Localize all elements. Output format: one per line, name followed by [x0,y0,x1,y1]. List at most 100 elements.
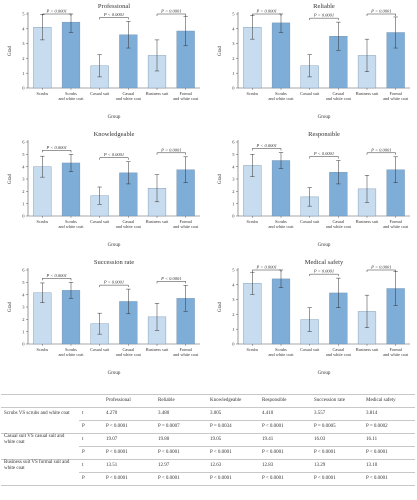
table-cell: P [79,420,103,434]
y-tick-label: 1 [232,71,234,76]
y-axis-label: Grad [218,174,223,184]
x-tick-label: Scrubs [65,91,77,96]
y-tick-label: 0 [232,342,235,347]
table-cell: t [79,407,103,421]
x-tick-label: Casual [332,347,345,352]
y-tick-label: 6 [22,140,25,145]
table-header-cell: Reliable [155,394,207,408]
y-tick-label: 1 [22,201,24,206]
table-header-cell: Succession rate [311,394,363,408]
p-value-label: P < 0.0001 [370,9,391,14]
y-tick-label: 5 [232,268,235,273]
p-value-label: P < 0.0001 [45,273,66,278]
y-tick-label: 4 [232,282,235,287]
y-tick-label: 1 [22,329,24,334]
x-tick-label: Formal [389,91,402,96]
table-cell: P < 0.0001 [259,472,311,486]
y-tick-label: 2 [22,56,24,61]
y-tick-label: 2 [232,189,234,194]
table-cell: 13.10 [363,459,415,473]
bar [271,160,291,217]
y-tick-label: 4 [232,26,235,31]
y-tick-label: 0 [232,214,235,219]
table-cell: 4.270 [103,407,155,421]
table-cell: 3.814 [363,407,415,421]
p-value-label: P < 0.0001 [160,147,181,152]
y-tick-label: 3 [22,41,25,46]
y-tick-label: 0 [232,86,235,91]
table-header-cell: Responsible [259,394,311,408]
y-tick-label: 2 [232,312,234,317]
x-tick-label: Business suit [356,347,379,352]
x-tick-label: Business suit [356,219,379,224]
y-tick-label: 2 [232,56,234,61]
y-tick-label: 4 [22,292,25,297]
x-tick-label: Formal [179,219,192,224]
table-cell: 4.410 [259,407,311,421]
table-row: Scrubs VS scrubs and white coat t 4.270 3.4… [1,407,415,421]
table-header-cell: Professional [103,394,155,408]
table-cell: 3.557 [311,407,363,421]
x-tick-label: and white coat [383,352,409,357]
table-row-label: Scrubs VS scrubs and white coat [1,407,79,421]
x-tick-label: Casual suit [90,219,110,224]
x-tick-label: and white coat [116,96,142,101]
x-tick-label: Scrubs [246,347,258,352]
x-tick-label: and white coat [173,96,199,101]
x-axis-label: Group [318,371,331,376]
y-axis-label: Grad [8,302,13,312]
p-value-label: P < 0.0001 [103,12,124,17]
table-cell: P < 0.0001 [311,446,363,460]
table-cell: P < 0.0001 [155,472,207,486]
y-axis-label: Grad [8,174,13,184]
y-tick-label: 5 [22,280,25,285]
x-tick-label: Casual suit [90,347,110,352]
x-tick-label: Scrubs [36,219,48,224]
y-tick-label: 1 [232,201,234,206]
table-cell: 19.41 [259,433,311,447]
table-cell: P [79,472,103,486]
x-axis-label: Group [108,115,121,120]
table-cell: P < 0.0001 [363,446,415,460]
x-tick-label: and white coat [326,96,352,101]
chart-title: Knowledgeable [94,131,135,138]
x-tick-label: Scrubs [246,219,258,224]
table-cell: 3.480 [155,407,207,421]
p-value-label: P < 0.0001 [255,143,276,148]
table-header-cell: Knowledgeable [207,394,259,408]
x-tick-label: Business suit [146,347,169,352]
x-tick-label: and white coat [58,96,84,101]
table-row-label [1,447,79,460]
y-axis-label: Grad [218,46,223,56]
y-tick-label: 3 [232,297,235,302]
p-value-label: P < 0.0001 [313,13,334,18]
y-axis-label: Grad [218,302,223,312]
x-tick-label: Formal [389,347,402,352]
table-row-label [1,421,79,434]
y-axis-label: Grad [8,46,13,56]
bar [271,278,291,345]
statistics-table: Professional Reliable Knowledgeable Respons… [1,394,415,486]
p-value-label: P < 0.0001 [45,145,66,150]
table-cell: t [79,459,103,473]
table-header-row: Professional Reliable Knowledgeable Respons… [1,394,415,408]
table-cell: 12.63 [207,459,259,473]
chart-title: Reliable [313,3,335,10]
table-cell: 19.05 [207,433,259,447]
x-tick-label: Business suit [146,219,169,224]
x-tick-label: and white coat [383,96,409,101]
table-row: Casual suit VS casual suit and white coa… [1,433,415,447]
p-value-label: P < 0.0001 [103,280,124,285]
x-tick-label: and white coat [383,224,409,229]
y-tick-label: 2 [22,189,24,194]
x-tick-label: Scrubs [65,219,77,224]
x-tick-label: Formal [179,91,192,96]
x-axis-label: Group [108,243,121,248]
table-cell: 19.07 [103,433,155,447]
x-tick-label: and white coat [326,224,352,229]
chart-title: Responsible [308,131,340,138]
p-value-label: P < 0.0001 [45,9,66,14]
x-tick-label: Business suit [356,91,379,96]
